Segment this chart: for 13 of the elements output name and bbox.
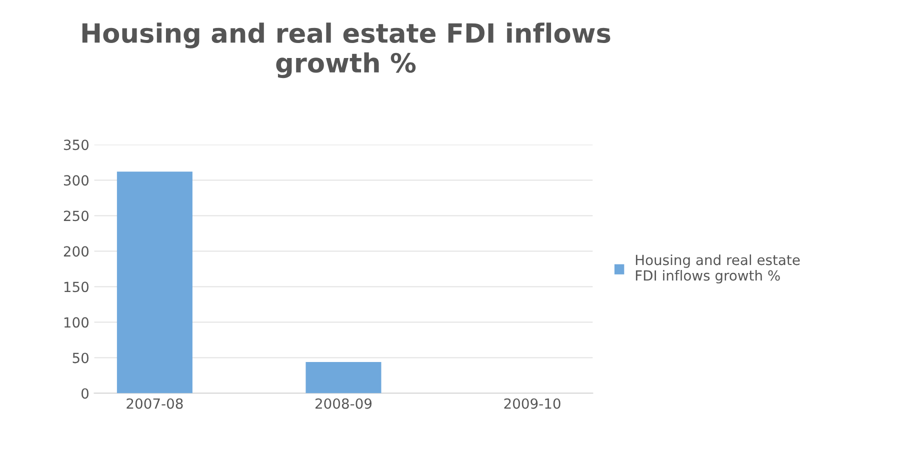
y-tick-label: 200: [64, 246, 89, 257]
y-tick-label: 100: [64, 317, 89, 328]
chart-title: Housing and real estate FDI inflows growth %: [82, 22, 610, 78]
y-tick-label: 150: [64, 282, 89, 292]
x-tick-label: 2007-08: [126, 398, 183, 409]
y-tick-label: 50: [72, 352, 89, 364]
y-tick-label: 0: [82, 388, 89, 399]
x-tick-label: 2009-10: [504, 398, 560, 409]
y-tick-label: 250: [64, 210, 89, 222]
y-tick-label: 350: [64, 140, 89, 150]
y-tick-label: 300: [64, 175, 89, 186]
legend-label: Housing and real estate FDI inflows growth %: [636, 254, 800, 284]
x-tick-label: 2008-09: [315, 398, 372, 409]
